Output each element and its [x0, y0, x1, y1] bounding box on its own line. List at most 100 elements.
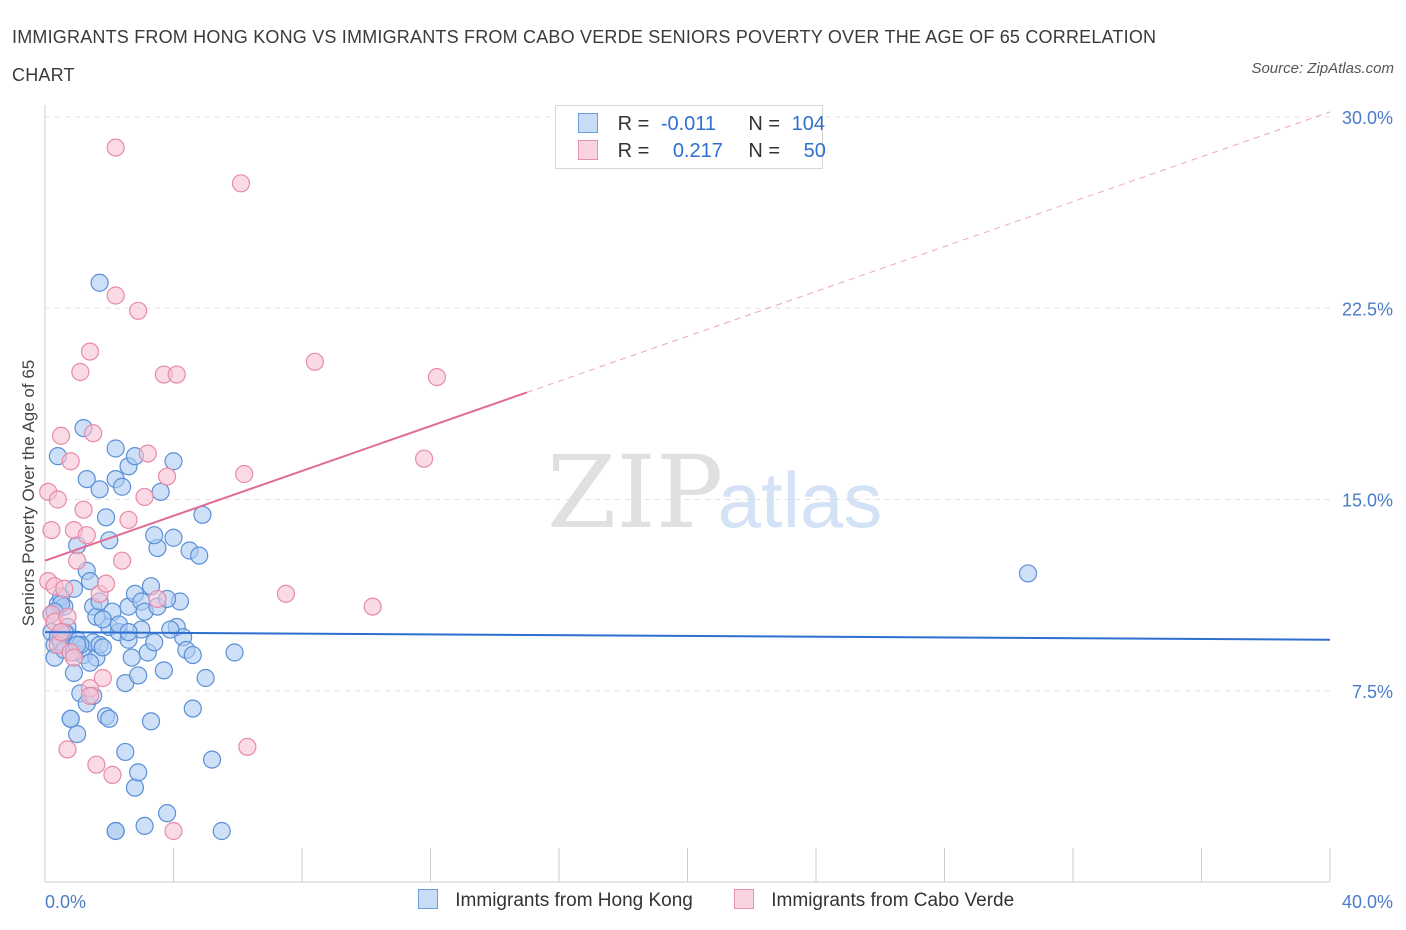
chart-title: IMMIGRANTS FROM HONG KONG VS IMMIGRANTS … [12, 27, 1157, 85]
point-cabo-verde [55, 579, 74, 598]
point-cabo-verde [119, 510, 138, 530]
point-hong-kong [125, 778, 145, 797]
point-hong-kong [164, 528, 183, 547]
bottom-legend-label-cabo-verde: Immigrants from Cabo Verde [771, 890, 1015, 911]
bottom-legend-hong-kong: Immigrants from Hong Kong [418, 889, 693, 915]
source-label: Source: ZipAtlas.com [1251, 60, 1394, 77]
legend-r-label: R = [617, 113, 650, 135]
point-cabo-verde [80, 686, 100, 705]
point-hong-kong [90, 273, 109, 292]
point-hong-kong [90, 480, 109, 499]
point-cabo-verde [51, 426, 71, 445]
point-cabo-verde [61, 452, 80, 471]
point-hong-kong [96, 508, 116, 527]
point-hong-kong [190, 546, 209, 565]
point-hong-kong [80, 653, 100, 672]
legend-r-value: 0.217 [672, 140, 723, 162]
point-hong-kong [1018, 564, 1038, 583]
watermark-atlas: atlas [718, 456, 883, 544]
gridlines [45, 116, 1330, 692]
point-cabo-verde [48, 490, 67, 509]
y-tick-label: 7.5% [1352, 682, 1393, 702]
point-cabo-verde [164, 821, 183, 841]
point-cabo-verde [84, 424, 103, 443]
point-hong-kong [196, 668, 215, 688]
y-tick-label: 15.0% [1342, 491, 1393, 511]
point-hong-kong [122, 648, 141, 667]
point-cabo-verde [103, 765, 122, 785]
point-hong-kong [157, 804, 177, 823]
point-cabo-verde [235, 464, 254, 484]
point-hong-kong [151, 482, 170, 501]
point-hong-kong [145, 526, 164, 545]
point-cabo-verde [58, 740, 77, 759]
point-cabo-verde [106, 138, 125, 157]
point-cabo-verde [305, 352, 324, 371]
point-hong-kong [183, 645, 202, 665]
point-hong-kong [61, 709, 80, 728]
point-cabo-verde [148, 589, 167, 609]
point-hong-kong [106, 821, 125, 841]
point-cabo-verde [363, 597, 382, 616]
trend-line-cabo-verde-extrapolated [526, 111, 1331, 393]
trend-lines [44, 111, 1331, 641]
y-axis-label: Seniors Poverty Over the Age of 65 [19, 360, 38, 626]
point-cabo-verde [138, 444, 157, 463]
legend-n-label: N = [748, 113, 781, 135]
point-cabo-verde [87, 755, 106, 774]
point-cabo-verde [74, 500, 93, 519]
legend-r-value: -0.011 [660, 113, 717, 135]
point-hong-kong [116, 742, 135, 762]
point-hong-kong [183, 699, 202, 718]
point-cabo-verde [129, 301, 148, 320]
stats-legend: R = -0.011 N = 104 R = 0.217 N = 50 [555, 105, 826, 169]
point-hong-kong [202, 750, 222, 769]
point-hong-kong [225, 643, 244, 662]
point-cabo-verde [276, 584, 296, 603]
point-hong-kong [77, 470, 96, 489]
point-cabo-verde [157, 467, 177, 486]
point-cabo-verde [231, 174, 251, 193]
point-cabo-verde [106, 286, 125, 305]
point-cabo-verde [414, 449, 434, 468]
point-hong-kong [93, 610, 112, 629]
legend-n-value: 104 [791, 113, 825, 135]
legend-n-value: 50 [803, 140, 826, 162]
point-hong-kong [129, 666, 148, 685]
legend-swatch-pink [578, 140, 598, 160]
x-tick-label-min: 0.0% [45, 892, 86, 912]
watermark: ZIP atlas [547, 434, 883, 551]
point-hong-kong [154, 661, 173, 680]
x-ticks [44, 848, 1331, 882]
watermark-zip: ZIP [547, 434, 723, 551]
point-cabo-verde [112, 551, 132, 570]
point-cabo-verde [58, 607, 77, 626]
point-cabo-verde [96, 574, 116, 593]
point-hong-kong [212, 821, 231, 841]
x-tick-label-max: 40.0% [1342, 892, 1393, 912]
legend-swatch-blue [578, 113, 598, 133]
point-hong-kong [164, 452, 183, 471]
point-hong-kong [161, 620, 180, 639]
bottom-legend-swatch-pink [734, 889, 754, 909]
point-hong-kong [141, 712, 161, 731]
point-hong-kong [64, 663, 84, 683]
point-cabo-verde [427, 368, 447, 387]
point-cabo-verde [238, 737, 257, 756]
point-cabo-verde [77, 526, 96, 545]
legend-r-label: R = [617, 140, 650, 162]
point-cabo-verde [80, 342, 100, 361]
point-cabo-verde [68, 551, 87, 570]
y-tick-labels: 7.5% 15.0% 22.5% 30.0% [1342, 108, 1393, 702]
point-cabo-verde [42, 520, 61, 540]
bottom-legend-cabo-verde: Immigrants from Cabo Verde [734, 889, 1014, 915]
y-tick-label: 30.0% [1342, 108, 1393, 128]
point-cabo-verde [64, 648, 84, 667]
point-cabo-verde [167, 365, 186, 384]
point-hong-kong [112, 477, 132, 496]
point-cabo-verde [71, 362, 90, 382]
bottom-legend-swatch-blue [418, 889, 438, 909]
point-hong-kong [68, 724, 87, 744]
legend-row-hong-kong: R = -0.011 N = 104 [578, 113, 825, 139]
